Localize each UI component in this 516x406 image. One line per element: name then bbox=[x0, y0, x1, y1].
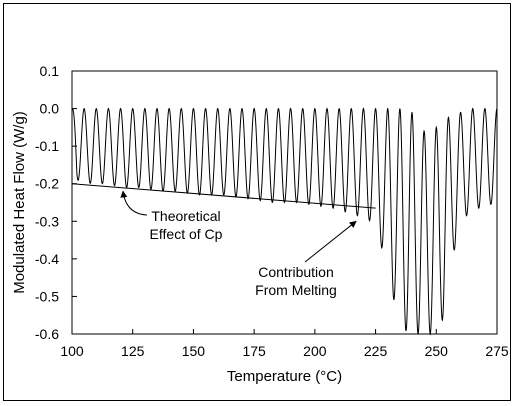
y-tick-label: -0.1 bbox=[35, 138, 59, 154]
annotation-cp-line1: Theoretical bbox=[151, 208, 220, 224]
x-tick-label: 250 bbox=[425, 343, 449, 359]
x-tick-label: 275 bbox=[485, 343, 509, 359]
annotation-cp-arrow bbox=[120, 190, 148, 216]
annotation-melting-line2: From Melting bbox=[255, 282, 337, 298]
annotation-cp-line2: Effect of Cp bbox=[150, 226, 223, 242]
plot-area bbox=[71, 70, 498, 335]
x-tick-label: 175 bbox=[242, 343, 266, 359]
y-axis-title: Modulated Heat Flow (W/g) bbox=[11, 111, 28, 294]
x-tick-label: 225 bbox=[364, 343, 388, 359]
y-tick-label: -0.4 bbox=[35, 251, 59, 267]
y-tick-label: -0.2 bbox=[35, 176, 59, 192]
x-tick-label: 125 bbox=[121, 343, 145, 359]
theoretical-cp-line bbox=[71, 183, 376, 209]
y-tick-label: -0.5 bbox=[35, 288, 59, 304]
annotation-melting-arrow bbox=[304, 220, 357, 263]
y-tick-label: 0.1 bbox=[40, 63, 60, 79]
x-tick-label: 100 bbox=[60, 343, 84, 359]
chart-frame bbox=[3, 3, 511, 401]
x-tick-label: 200 bbox=[303, 343, 327, 359]
y-tick-label: -0.3 bbox=[35, 213, 59, 229]
y-tick-label: -0.6 bbox=[35, 326, 59, 342]
x-tick-label: 150 bbox=[182, 343, 206, 359]
x-axis-title: Temperature (°C) bbox=[227, 368, 342, 385]
annotation-melting-line1: Contribution bbox=[258, 264, 334, 280]
modulated-heat-flow-line bbox=[71, 107, 498, 336]
y-tick-label: 0.0 bbox=[40, 101, 60, 117]
